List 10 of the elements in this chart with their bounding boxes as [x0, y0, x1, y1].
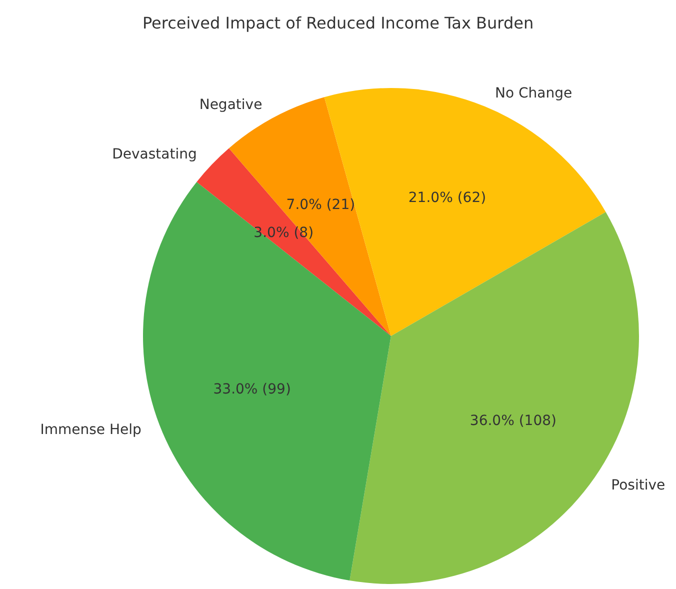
- data-label: 36.0% (108): [470, 412, 556, 429]
- data-label: 7.0% (21): [286, 196, 356, 213]
- chart-title: Perceived Impact of Reduced Income Tax Burden: [142, 14, 534, 32]
- slice-label: Immense Help: [40, 422, 142, 438]
- data-label: 21.0% (62): [408, 190, 486, 206]
- slice-label: Positive: [611, 478, 666, 494]
- slice-label: No Change: [494, 85, 572, 102]
- slice-label: Devastating: [112, 146, 197, 163]
- data-label: 33.0% (99): [213, 381, 291, 398]
- slice-label: Negative: [199, 97, 262, 114]
